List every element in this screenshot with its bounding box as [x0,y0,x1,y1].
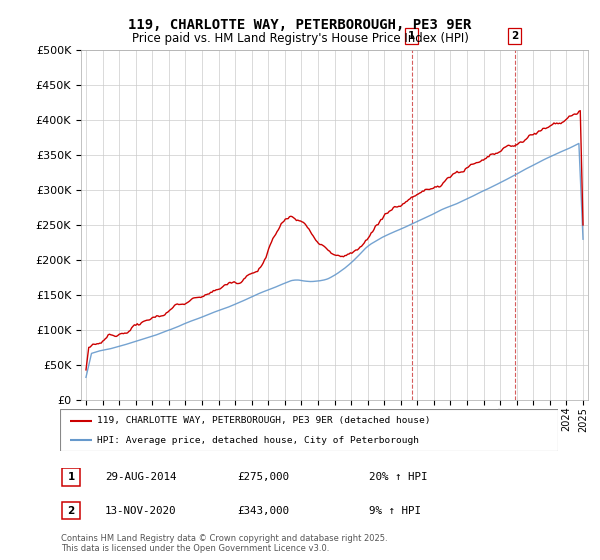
Text: £343,000: £343,000 [237,506,289,516]
Text: 1: 1 [408,31,415,41]
FancyBboxPatch shape [62,502,80,520]
Text: HPI: Average price, detached house, City of Peterborough: HPI: Average price, detached house, City… [97,436,419,445]
Text: 29-AUG-2014: 29-AUG-2014 [105,472,176,482]
Text: 119, CHARLOTTE WAY, PETERBOROUGH, PE3 9ER: 119, CHARLOTTE WAY, PETERBOROUGH, PE3 9E… [128,18,472,32]
Text: Price paid vs. HM Land Registry's House Price Index (HPI): Price paid vs. HM Land Registry's House … [131,32,469,45]
Text: 119, CHARLOTTE WAY, PETERBOROUGH, PE3 9ER (detached house): 119, CHARLOTTE WAY, PETERBOROUGH, PE3 9E… [97,417,431,426]
Text: 1: 1 [67,472,75,482]
FancyBboxPatch shape [62,468,80,486]
Text: 9% ↑ HPI: 9% ↑ HPI [369,506,421,516]
Text: Contains HM Land Registry data © Crown copyright and database right 2025.
This d: Contains HM Land Registry data © Crown c… [61,534,388,553]
FancyBboxPatch shape [60,409,558,451]
Text: £275,000: £275,000 [237,472,289,482]
Text: 2: 2 [67,506,75,516]
Text: 2: 2 [511,31,518,41]
Text: 13-NOV-2020: 13-NOV-2020 [105,506,176,516]
Text: 20% ↑ HPI: 20% ↑ HPI [369,472,427,482]
